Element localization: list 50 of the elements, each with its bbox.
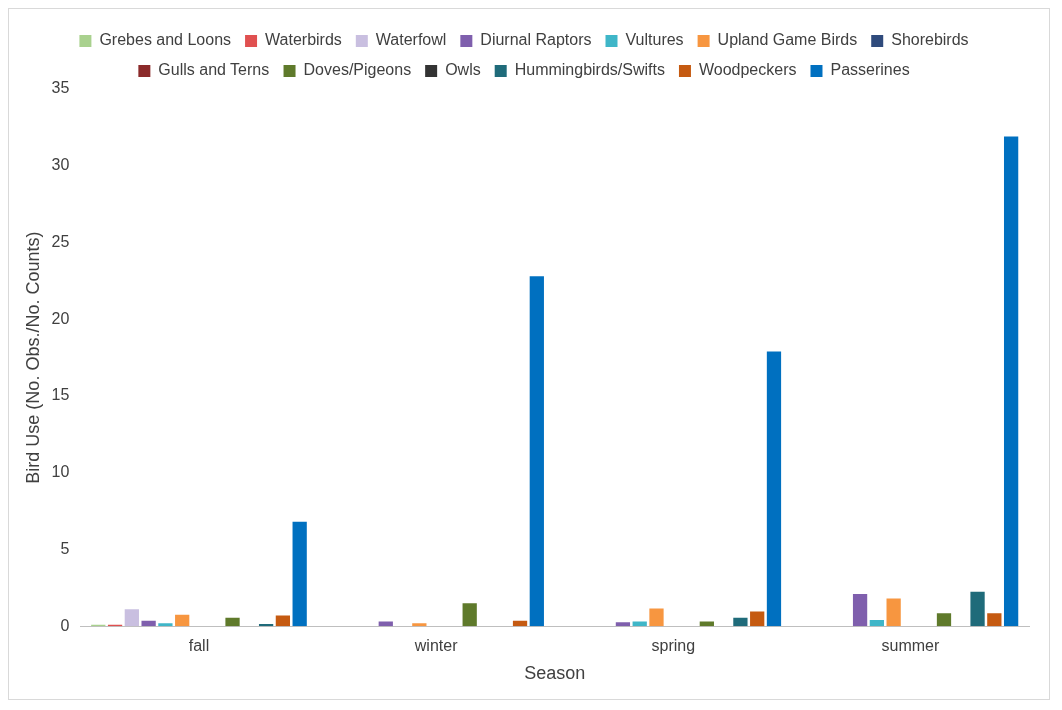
legend-label: Vultures — [625, 31, 684, 49]
bar — [733, 617, 748, 627]
bar — [987, 613, 1002, 627]
bar — [750, 611, 765, 627]
bar — [869, 620, 884, 627]
bar — [275, 615, 291, 627]
y-tick-label: 5 — [60, 539, 70, 557]
x-axis-title: Season — [524, 663, 586, 684]
bar — [124, 609, 139, 627]
bar — [158, 623, 173, 627]
legend-label: Gulls and Terns — [158, 61, 270, 79]
x-tick-label: spring — [651, 637, 696, 655]
x-tick-label: fall — [188, 637, 210, 655]
bar — [412, 623, 427, 627]
legend-label: Waterfowl — [375, 31, 447, 49]
bar — [141, 620, 156, 627]
legend-label: Owls — [445, 61, 481, 79]
legend-label: Shorebirds — [891, 31, 969, 49]
y-tick-label: 0 — [60, 616, 70, 634]
bar — [970, 591, 985, 627]
legend-label: Doves/Pigeons — [303, 61, 412, 79]
bar — [529, 276, 544, 627]
bar — [649, 608, 664, 627]
legend-label: Hummingbirds/Swifts — [514, 61, 665, 79]
bar — [852, 593, 868, 627]
bar — [766, 351, 782, 627]
bar — [1003, 136, 1019, 627]
bar — [225, 617, 240, 627]
y-tick-label: 35 — [51, 79, 70, 97]
bar — [175, 614, 190, 627]
bar — [462, 603, 477, 627]
bar — [936, 613, 952, 627]
y-tick-label: 15 — [51, 386, 70, 404]
legend-label: Upland Game Birds — [717, 31, 858, 49]
bar — [886, 598, 901, 627]
legend-label: Grebes and Loons — [99, 31, 232, 49]
legend-label: Waterbirds — [265, 31, 342, 49]
y-tick-label: 10 — [51, 463, 70, 481]
legend-label: Passerines — [830, 61, 910, 79]
bar — [615, 622, 631, 627]
y-tick-label: 30 — [51, 156, 70, 174]
legend-label: Diurnal Raptors — [480, 31, 592, 49]
y-axis-title: Bird Use (No. Obs./No. Counts) — [22, 231, 43, 484]
bar — [512, 620, 528, 627]
y-tick-label: 20 — [51, 309, 70, 327]
x-tick-label: winter — [413, 637, 459, 655]
bar — [292, 521, 307, 627]
legend-label: Woodpeckers — [698, 61, 797, 79]
y-tick-label: 25 — [51, 232, 70, 250]
x-tick-label: summer — [881, 637, 940, 655]
